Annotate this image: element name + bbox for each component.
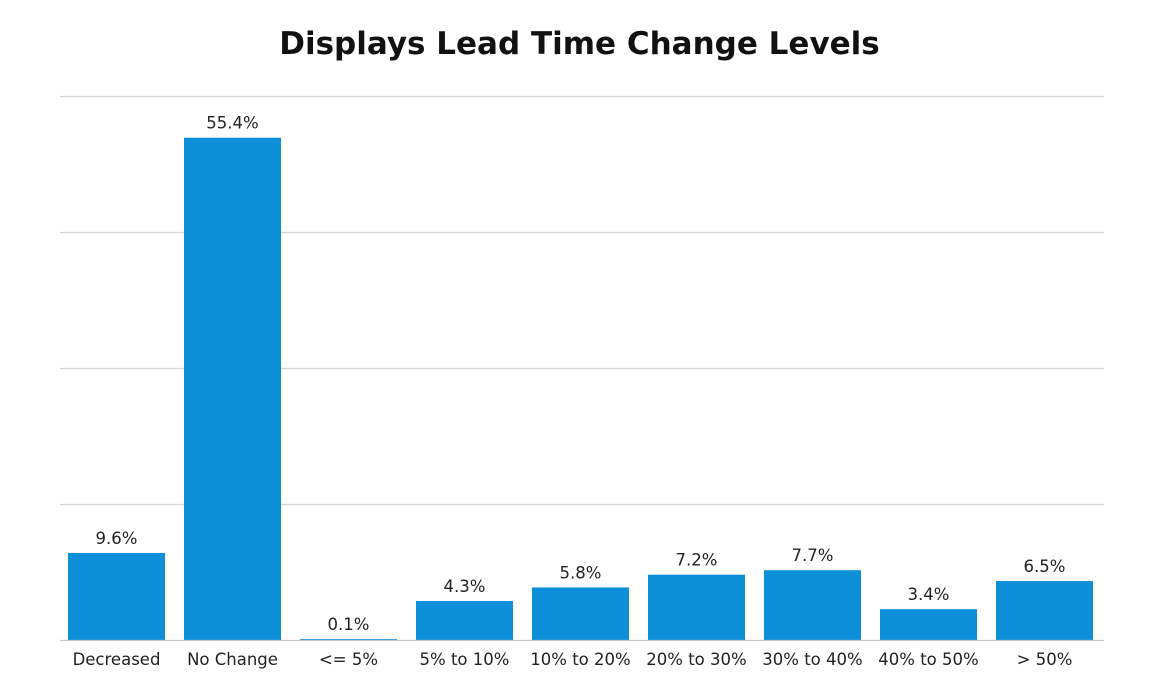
data-label: 9.6% bbox=[96, 529, 138, 548]
bar bbox=[300, 639, 397, 640]
x-tick-label: > 50% bbox=[1017, 650, 1073, 669]
bar bbox=[996, 581, 1093, 640]
x-tick-label: 40% to 50% bbox=[878, 650, 978, 669]
bar bbox=[416, 601, 513, 640]
data-label: 7.2% bbox=[676, 551, 718, 570]
data-label: 6.5% bbox=[1024, 557, 1066, 576]
x-tick-label: 10% to 20% bbox=[530, 650, 630, 669]
bar bbox=[532, 587, 629, 640]
data-label: 3.4% bbox=[908, 585, 950, 604]
bar bbox=[68, 552, 165, 640]
x-tick-label: 5% to 10% bbox=[420, 650, 510, 669]
bar bbox=[184, 137, 281, 640]
data-label: 5.8% bbox=[560, 563, 602, 582]
data-label: 7.7% bbox=[792, 546, 834, 565]
data-label: 0.1% bbox=[328, 615, 370, 634]
x-tick-label: 30% to 40% bbox=[762, 650, 862, 669]
bar bbox=[880, 609, 977, 640]
x-tick-label: 20% to 30% bbox=[646, 650, 746, 669]
data-label: 4.3% bbox=[444, 577, 486, 596]
x-tick-label: No Change bbox=[187, 650, 278, 669]
x-tick-label: Decreased bbox=[73, 650, 161, 669]
bar bbox=[764, 570, 861, 640]
bar bbox=[648, 574, 745, 640]
chart-title: Displays Lead Time Change Levels bbox=[279, 26, 880, 62]
data-label: 55.4% bbox=[206, 114, 258, 133]
x-tick-label: <= 5% bbox=[319, 650, 378, 669]
